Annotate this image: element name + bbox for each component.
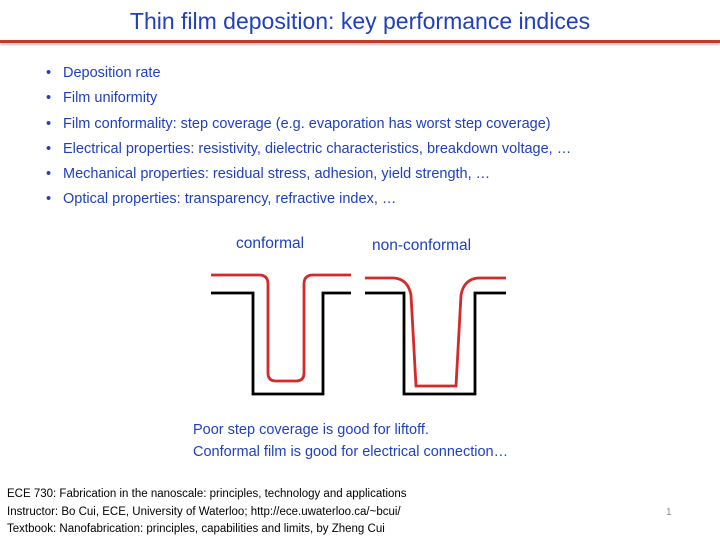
note-line: Poor step coverage is good for liftoff. <box>193 422 429 438</box>
conformal-substrate-profile <box>211 291 351 396</box>
bullet-item: Mechanical properties: residual stress, … <box>44 162 571 188</box>
note-line: Conformal film is good for electrical co… <box>193 444 509 460</box>
footer-line: Textbook: Nanofabrication: principles, c… <box>7 523 385 535</box>
bullet-item: Optical properties: transparency, refrac… <box>44 187 571 213</box>
footer-line: Instructor: Bo Cui, ECE, University of W… <box>7 505 401 518</box>
bullet-item: Film conformality: step coverage (e.g. e… <box>44 112 571 138</box>
conformal-film-profile <box>211 273 351 383</box>
bullet-item: Deposition rate <box>44 61 571 87</box>
bullet-item: Film uniformity <box>44 86 571 112</box>
footer-line: ECE 730: Fabrication in the nanoscale: p… <box>7 488 407 500</box>
step-coverage-notes: Poor step coverage is good for liftoff. … <box>193 419 508 463</box>
title-divider <box>0 40 720 43</box>
conformal-label: conformal <box>236 235 305 252</box>
course-footer: ECE 730: Fabrication in the nanoscale: p… <box>7 486 407 539</box>
bullet-item: Electrical properties: resistivity, diel… <box>44 137 571 163</box>
nonconformal-film-profile <box>365 276 506 388</box>
slide-title: Thin film deposition: key performance in… <box>129 8 591 34</box>
page-number: 1 <box>666 507 672 518</box>
nonconformal-substrate-profile <box>365 291 506 396</box>
kpi-bullet-list: Deposition rate Film uniformity Film con… <box>44 61 571 213</box>
nonconformal-label: non-conformal <box>372 237 472 254</box>
